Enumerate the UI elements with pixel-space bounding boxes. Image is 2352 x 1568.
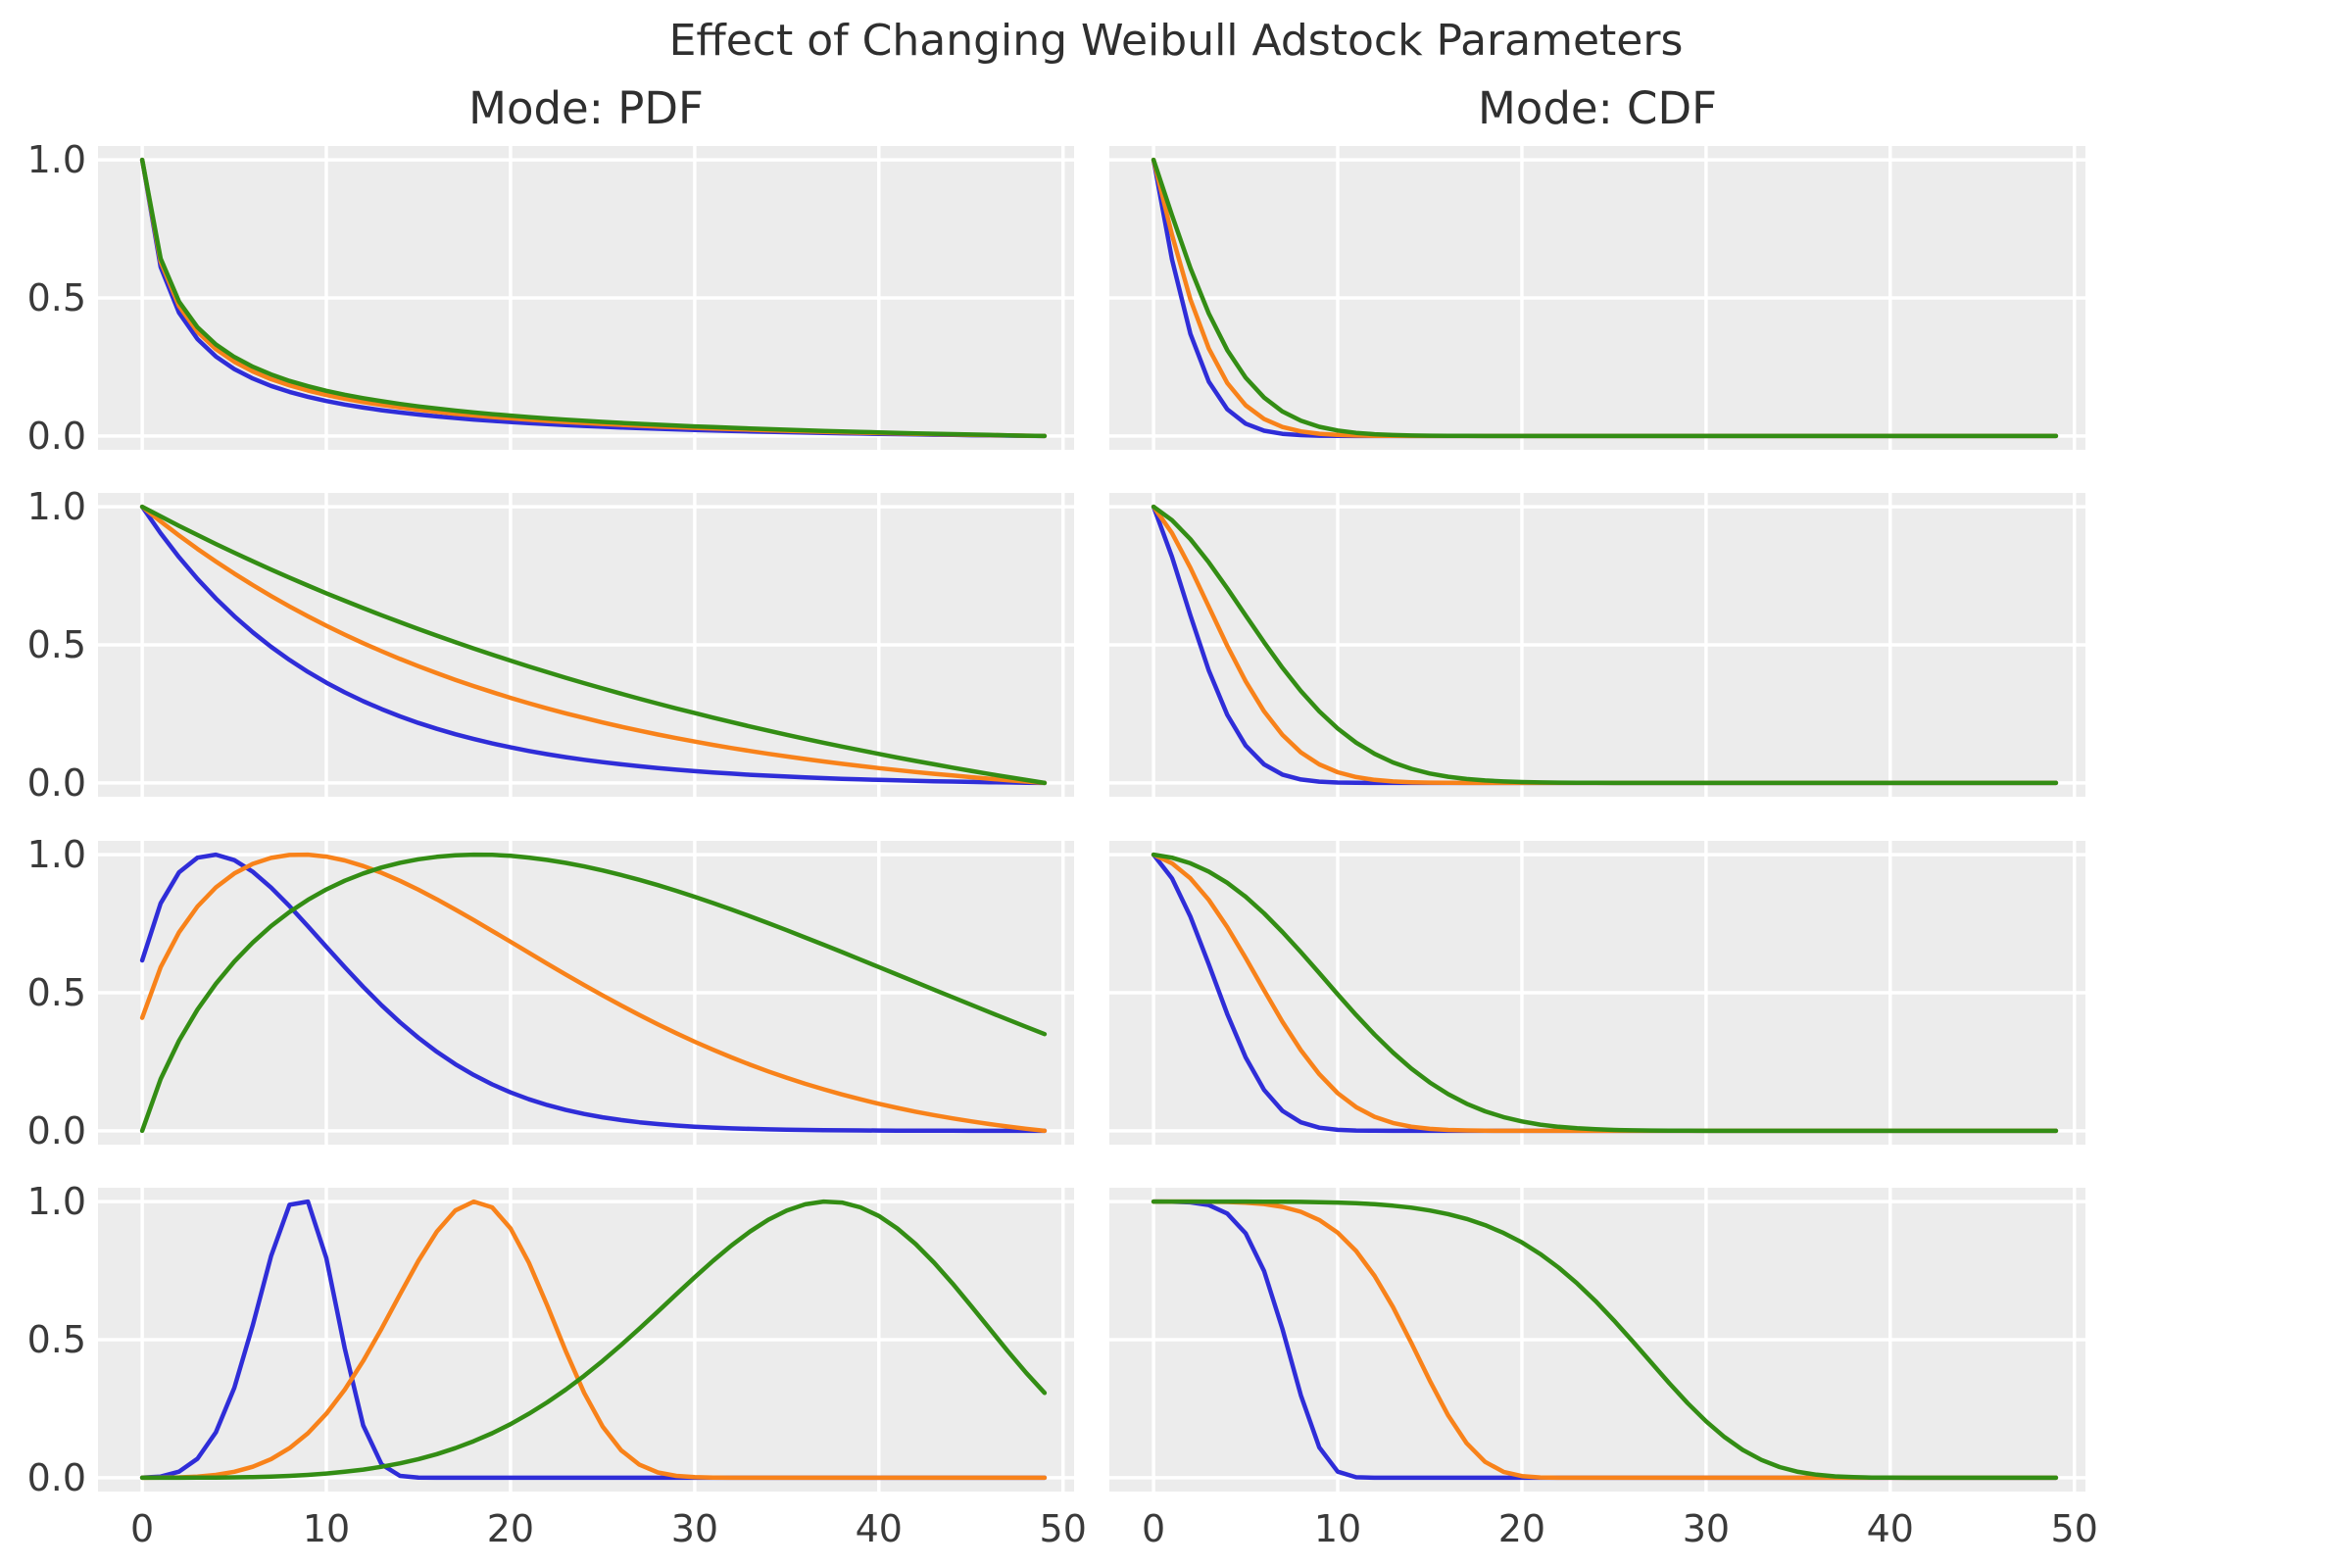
series-pdf-shape-1-scale-10 — [139, 504, 1048, 786]
series-pdf-shape-5-scale-20 — [139, 1199, 1048, 1481]
x-tick-label: 50 — [1039, 1507, 1087, 1550]
series-pdf-shape-1-scale-20 — [139, 504, 1048, 786]
x-tick-label: 0 — [1142, 1507, 1166, 1550]
plot-area — [98, 146, 1074, 450]
plot-area — [98, 1188, 1074, 1492]
x-tick-label: 50 — [2050, 1507, 2098, 1550]
panel-cdf-shape-5 — [1109, 1188, 2085, 1492]
series-pdf-shape-1-scale-40 — [139, 504, 1048, 786]
y-tick-label: 1.0 — [26, 1180, 86, 1224]
subplot-title-pdf: Mode: PDF — [468, 82, 704, 134]
panel-cdf-shape-1.5 — [1109, 841, 2085, 1145]
panel-cdf-shape-1 — [1109, 493, 2085, 797]
plot-area — [98, 493, 1074, 797]
series-pdf-shape-1.5-scale-20 — [139, 852, 1048, 1134]
x-tick-label: 40 — [1866, 1507, 1914, 1550]
x-tick-label: 10 — [1313, 1507, 1362, 1550]
x-tick-label: 40 — [855, 1507, 903, 1550]
y-tick-label: 0.5 — [26, 623, 86, 666]
series-cdf-shape-1-scale-40 — [1151, 504, 2059, 786]
figure-title: Effect of Changing Weibull Adstock Param… — [668, 16, 1684, 66]
plot-area — [1109, 841, 2085, 1145]
series-cdf-shape-0.5-scale-40 — [1151, 157, 2059, 439]
plot-area — [1109, 146, 2085, 450]
plot-area — [1109, 493, 2085, 797]
series-pdf-shape-5-scale-40 — [139, 1199, 1048, 1481]
panel-pdf-shape-1 — [98, 493, 1074, 797]
y-tick-label: 0.5 — [26, 971, 86, 1014]
x-tick-label: 20 — [1497, 1507, 1546, 1550]
panel-cdf-shape-0.5 — [1109, 146, 2085, 450]
x-tick-label: 20 — [486, 1507, 535, 1550]
y-tick-label: 1.0 — [26, 138, 86, 182]
y-tick-label: 0.0 — [26, 1108, 86, 1152]
y-tick-label: 0.0 — [26, 414, 86, 458]
subplot-title-cdf: Mode: CDF — [1477, 82, 1718, 134]
x-tick-label: 0 — [130, 1507, 155, 1550]
x-tick-label: 10 — [302, 1507, 351, 1550]
series-pdf-shape-1.5-scale-40 — [139, 852, 1048, 1134]
y-tick-label: 1.0 — [26, 833, 86, 877]
y-tick-label: 0.5 — [26, 1318, 86, 1361]
series-pdf-shape-0.5-scale-40 — [139, 157, 1048, 439]
x-tick-label: 30 — [670, 1507, 719, 1550]
plot-area — [1109, 1188, 2085, 1492]
plot-area — [98, 841, 1074, 1145]
y-tick-label: 1.0 — [26, 485, 86, 529]
panel-pdf-shape-1.5 — [98, 841, 1074, 1145]
x-tick-label: 30 — [1682, 1507, 1731, 1550]
series-cdf-shape-1.5-scale-40 — [1151, 852, 2059, 1134]
y-tick-label: 0.5 — [26, 276, 86, 319]
series-cdf-shape-5-scale-40 — [1151, 1199, 2059, 1481]
panel-pdf-shape-5 — [98, 1188, 1074, 1492]
y-tick-label: 0.0 — [26, 1455, 86, 1499]
panel-pdf-shape-0.5 — [98, 146, 1074, 450]
y-tick-label: 0.0 — [26, 760, 86, 805]
